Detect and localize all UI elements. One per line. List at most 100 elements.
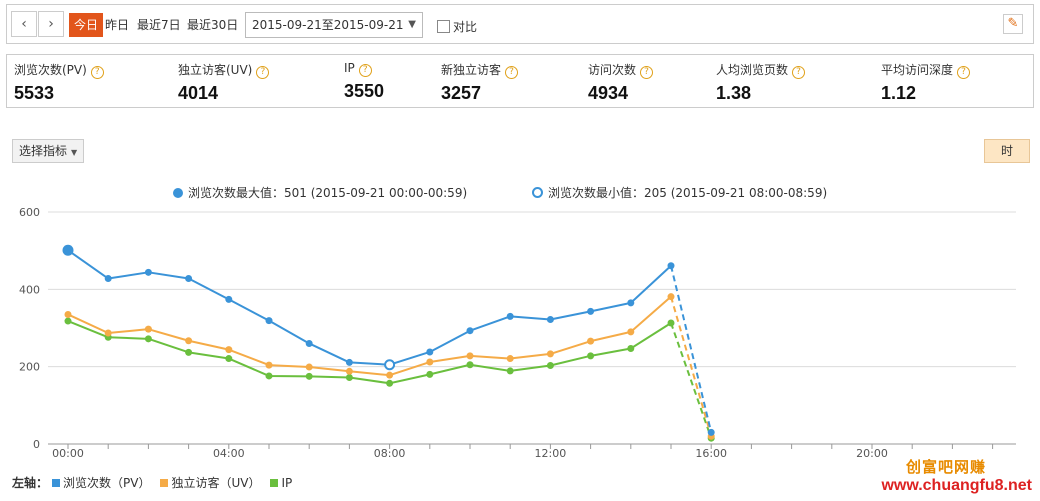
metrics-panel: 浏览次数(PV)? 5533 独立访客(UV)? 4014 IP? 3550 新… — [6, 54, 1034, 108]
metric-avg-depth: 平均访问深度? 1.12 — [881, 61, 971, 104]
data-point — [225, 355, 233, 363]
compare-toggle[interactable]: 对比 — [437, 18, 477, 35]
metric-value: 4014 — [178, 83, 219, 103]
data-point — [265, 317, 273, 325]
series-dashed-segment — [670, 296, 713, 437]
data-point — [587, 337, 595, 345]
data-point — [64, 317, 72, 325]
series-dashed-segment — [670, 322, 713, 439]
data-point — [466, 352, 474, 360]
data-point — [104, 275, 112, 283]
data-point — [587, 352, 595, 360]
data-point — [185, 275, 193, 283]
series-line — [67, 320, 672, 385]
compare-label: 对比 — [453, 20, 478, 34]
max-value-legend: 浏览次数最大值：501 (2015-09-21 00:00-00:59) — [173, 184, 467, 201]
filled-dot-icon — [173, 188, 183, 198]
metric-value: 3550 — [344, 81, 385, 101]
series-line — [67, 295, 672, 377]
metric-value: 3257 — [441, 83, 482, 103]
data-point — [627, 299, 635, 307]
select-metric-label: 选择指标 — [19, 144, 68, 158]
pin-icon[interactable]: ✎ — [1003, 14, 1023, 34]
metric-label: 新独立访客 — [441, 63, 502, 77]
y-tick-label: 200 — [19, 361, 40, 374]
y-tick-label: 0 — [33, 438, 40, 451]
metric-pages-per-user: 人均浏览页数? 1.38 — [716, 61, 806, 104]
help-icon[interactable]: ? — [358, 64, 372, 77]
x-tick-label: 08:00 — [374, 447, 406, 460]
data-point — [185, 337, 193, 345]
today-button[interactable]: 今日 — [69, 13, 104, 37]
pv-swatch-icon — [52, 479, 61, 487]
min-value-text: 浏览次数最小值：205 (2015-09-21 08:00-08:59) — [548, 186, 828, 200]
data-point — [345, 367, 353, 375]
metric-ip: IP? 3550 — [344, 61, 384, 102]
date-range-picker[interactable]: 2015-09-21至2015-09-21 ▼ — [245, 12, 423, 38]
chevron-left-icon[interactable]: ‹ — [11, 11, 37, 37]
metric-label: 人均浏览页数 — [716, 63, 789, 77]
data-point — [305, 339, 313, 347]
data-point — [627, 344, 635, 352]
chevron-down-icon: ▼ — [408, 19, 416, 30]
legend-ip[interactable]: IP — [281, 476, 293, 490]
help-icon[interactable]: ? — [957, 66, 971, 79]
yesterday-button[interactable]: 昨日 — [105, 18, 130, 32]
hollow-dot-icon — [532, 187, 543, 198]
help-icon[interactable]: ? — [90, 66, 104, 79]
data-point — [506, 355, 514, 363]
legend-uv[interactable]: 独立访客（UV） — [171, 476, 261, 490]
last30-button[interactable]: 最近30日 — [187, 18, 239, 32]
data-point — [225, 295, 233, 303]
last7-button[interactable]: 最近7日 — [137, 18, 181, 32]
metric-label: 访问次数 — [588, 63, 637, 77]
metric-label: IP — [344, 61, 355, 75]
data-point — [64, 310, 72, 318]
legend-pv[interactable]: 浏览次数（PV） — [63, 476, 151, 490]
help-icon[interactable]: ? — [792, 66, 806, 79]
select-metric-button[interactable]: 选择指标 ▼ — [12, 139, 85, 163]
hour-granularity-button[interactable]: 时 — [984, 139, 1030, 163]
data-point — [305, 363, 313, 371]
caret-down-icon: ▼ — [71, 148, 78, 157]
data-point — [667, 262, 675, 270]
data-point — [144, 268, 152, 276]
x-tick-label: 20:00 — [856, 447, 888, 460]
max-value-text: 浏览次数最大值：501 (2015-09-21 00:00-00:59) — [188, 186, 468, 200]
data-point — [546, 315, 554, 323]
data-point — [144, 335, 152, 343]
compare-checkbox[interactable] — [437, 20, 450, 33]
date-range-text: 2015-09-21至2015-09-21 — [252, 18, 404, 32]
metric-value: 5533 — [14, 83, 55, 103]
metric-visits: 访问次数? 4934 — [588, 61, 654, 104]
data-point — [386, 371, 394, 379]
y-tick-label: 400 — [19, 283, 40, 296]
x-tick-label: 04:00 — [213, 447, 245, 460]
metric-value: 4934 — [588, 83, 629, 103]
data-point — [506, 367, 514, 375]
help-icon[interactable]: ? — [256, 66, 270, 79]
data-point — [426, 348, 434, 356]
watermark-line1: 创富吧网赚 — [905, 458, 986, 476]
series-dashed-segment — [670, 265, 713, 433]
max-point-marker — [62, 244, 74, 256]
data-point — [225, 346, 233, 354]
data-point — [104, 329, 112, 337]
data-point — [546, 362, 554, 370]
min-point-marker — [384, 359, 396, 371]
help-icon[interactable]: ? — [640, 66, 654, 79]
data-point — [707, 428, 715, 436]
series-line — [67, 249, 672, 366]
ip-swatch-icon — [270, 479, 279, 487]
data-point — [587, 307, 595, 315]
watermark: 创富吧网赚 www.chuangfu8.net — [881, 456, 1032, 495]
chevron-right-icon[interactable]: › — [38, 11, 64, 37]
help-icon[interactable]: ? — [505, 66, 519, 79]
x-tick-label: 12:00 — [535, 447, 567, 460]
data-point — [466, 361, 474, 369]
metric-label: 平均访问深度 — [881, 63, 954, 77]
data-point — [185, 348, 193, 356]
data-point — [466, 327, 474, 335]
x-tick-label: 00:00 — [52, 447, 84, 460]
